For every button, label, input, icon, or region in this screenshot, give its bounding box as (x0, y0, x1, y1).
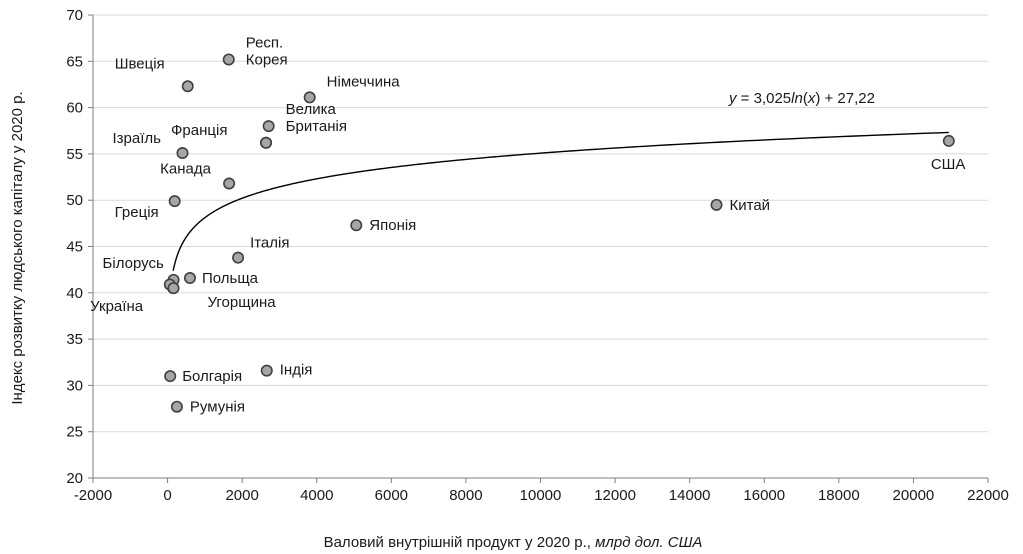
y-tick-label: 40 (66, 285, 83, 302)
y-tick-label: 65 (66, 53, 83, 70)
y-tick-label: 25 (66, 424, 83, 441)
x-tick-label: 14000 (669, 487, 711, 504)
data-label: Ізраїль (113, 130, 162, 147)
y-tick-label: 55 (66, 146, 83, 163)
data-label: Канада (160, 161, 211, 178)
data-point (170, 400, 183, 413)
y-tick-label: 60 (66, 100, 83, 117)
data-point (710, 198, 723, 211)
data-label: Італія (250, 235, 289, 252)
x-tick-label: 22000 (967, 487, 1009, 504)
data-point (262, 120, 275, 133)
data-points (163, 53, 955, 413)
y-axis-title: Індекс розвитку людського капіталу у 202… (9, 91, 26, 404)
data-label: Україна (90, 298, 144, 315)
data-label: Польща (202, 270, 259, 287)
data-label: Респ. Корея (246, 34, 288, 68)
data-point (350, 219, 363, 232)
data-label: Болгарія (182, 368, 242, 385)
point-labels: Швеція Респ. Корея Німеччина Велика Британія Ф… (90, 34, 965, 415)
data-point (168, 195, 181, 208)
data-point (942, 134, 955, 147)
data-label: Франція (171, 122, 227, 139)
x-tick-label: 4000 (300, 487, 333, 504)
x-tick-label: 10000 (520, 487, 562, 504)
x-tick-label: 2000 (225, 487, 258, 504)
data-point (303, 91, 316, 104)
data-label: Румунія (190, 399, 245, 416)
axes: 20 25 30 35 40 45 50 55 60 65 70 -2000 0 2000 4000 6000… (66, 7, 1009, 504)
data-point (164, 370, 177, 383)
data-point (176, 146, 189, 159)
x-tick-label: -2000 (74, 487, 112, 504)
x-tick-label: 6000 (375, 487, 408, 504)
y-tick-label: 70 (66, 7, 83, 24)
data-point (232, 251, 245, 264)
data-label: Велика Британія (286, 101, 347, 135)
data-label: Білорусь (103, 255, 164, 272)
data-label: Китай (730, 197, 771, 214)
x-axis-title: Валовий внутрішній продукт у 2020 р., мл… (324, 534, 703, 551)
y-tick-label: 30 (66, 377, 83, 394)
data-point (222, 53, 235, 66)
y-tick-label: 45 (66, 239, 83, 256)
data-label: Угорщина (208, 294, 277, 311)
x-tick-label: 18000 (818, 487, 860, 504)
trendline-equation: y = 3,025ln(x) + 27,22 (728, 90, 875, 107)
x-tick-label: 0 (163, 487, 171, 504)
data-point (260, 136, 273, 149)
data-point (223, 177, 236, 190)
x-tick-label: 8000 (449, 487, 482, 504)
x-tick-label: 12000 (594, 487, 636, 504)
trendline (172, 131, 949, 271)
y-tick-label: 20 (66, 470, 83, 487)
data-label: Японія (369, 217, 416, 234)
data-label: США (931, 156, 966, 173)
x-tick-label: 20000 (893, 487, 935, 504)
data-point (183, 271, 196, 284)
data-point (181, 80, 194, 93)
data-point (167, 282, 180, 295)
y-tick-label: 50 (66, 192, 83, 209)
x-tick-label: 16000 (743, 487, 785, 504)
data-label: Швеція (115, 55, 165, 72)
y-tick-label: 35 (66, 331, 83, 348)
data-label: Німеччина (327, 73, 401, 90)
gridlines (93, 14, 988, 433)
data-point (260, 364, 273, 377)
data-label: Греція (115, 204, 159, 221)
trendline-group (172, 131, 949, 271)
data-label: Індія (280, 362, 313, 379)
